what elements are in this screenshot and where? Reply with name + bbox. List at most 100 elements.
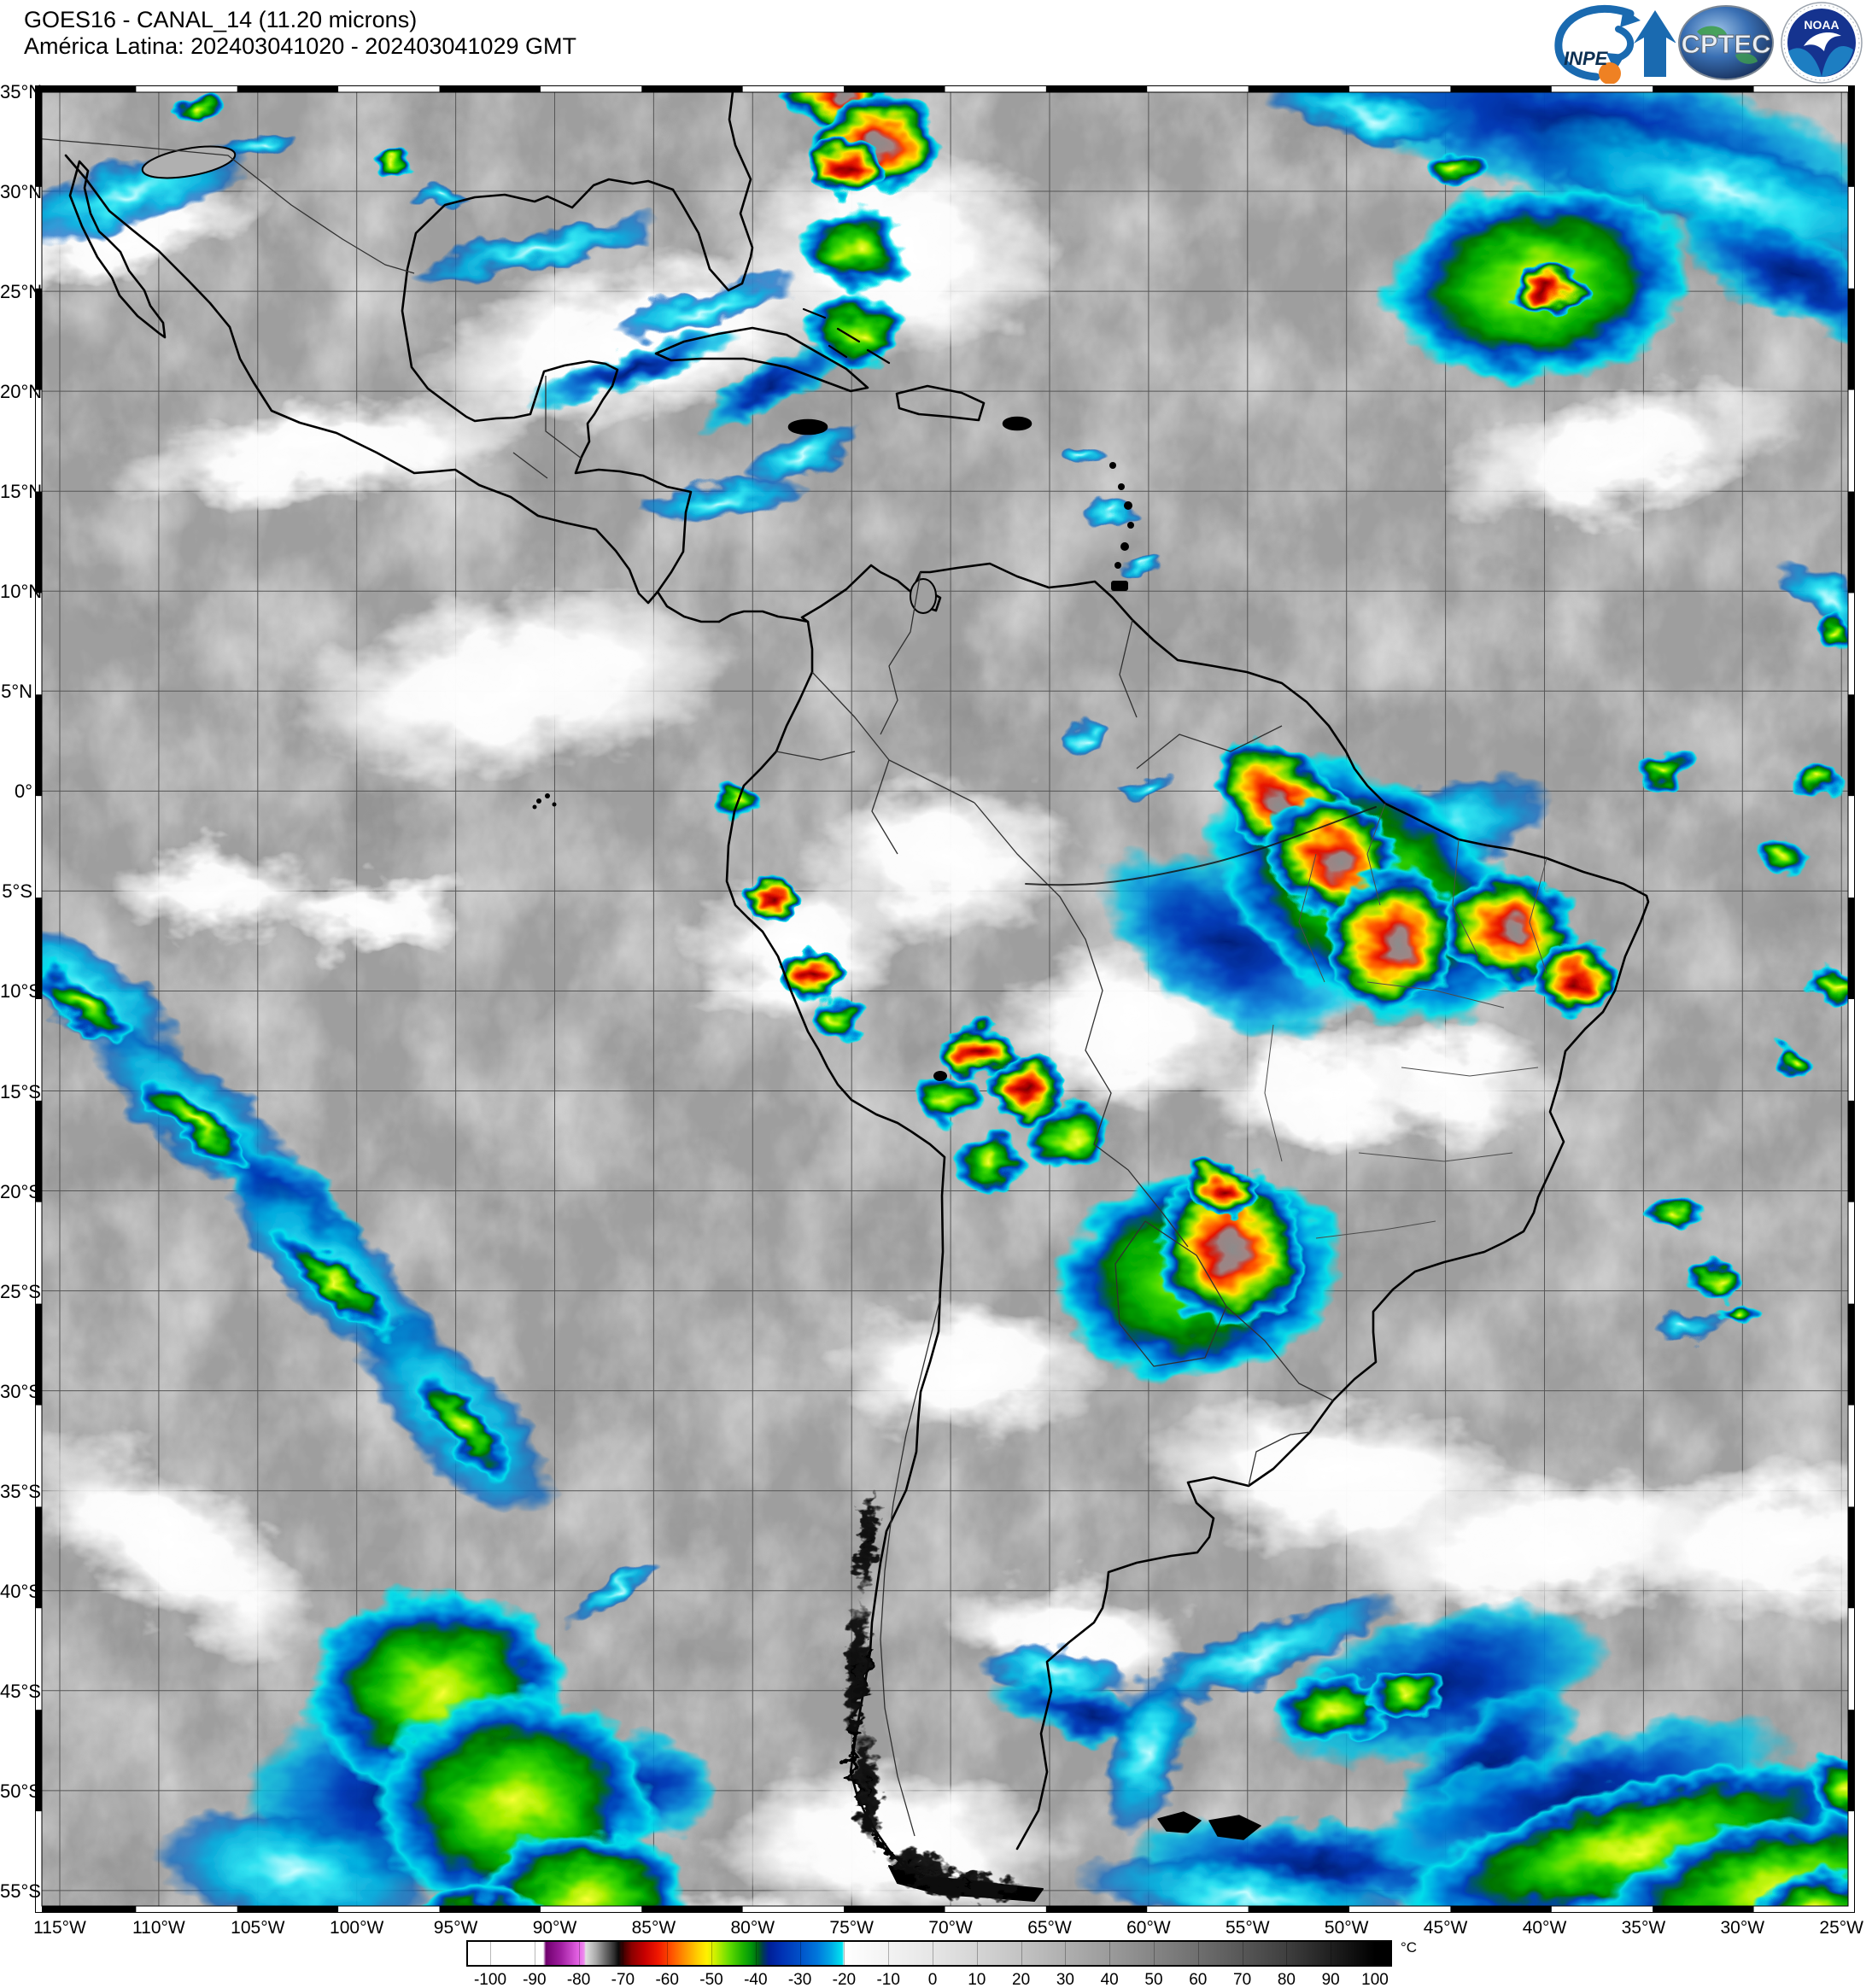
convective-cloud [1743, 1868, 1853, 1911]
lat-label: 35°N [0, 81, 43, 102]
colorbar-tick-label: 40 [1100, 1971, 1119, 1988]
terrain-black-patch [845, 1599, 869, 1740]
lon-label: 75°W [829, 1918, 874, 1938]
lon-label: 55°W [1226, 1918, 1270, 1938]
lake-titicaca [933, 1071, 947, 1081]
cyan-cloud-band [1082, 501, 1137, 523]
border-colombia-peru-brazil [775, 671, 975, 855]
lon-label: 85°W [631, 1918, 676, 1938]
colorbar-tick-mark [578, 1942, 580, 1965]
border-argentina-chile [880, 1297, 941, 1837]
lat-label: 25°S [0, 1280, 41, 1302]
cyan-cloud-band [1075, 1854, 1424, 1911]
cyan-cloud-band [569, 1561, 663, 1619]
convective-cloud [1359, 1665, 1448, 1720]
colorbar-tick-label: 0 [927, 1971, 938, 1988]
lat-label: 5°S [2, 880, 32, 903]
temperature-colorbar [466, 1940, 1392, 1967]
lon-label: 95°W [433, 1918, 478, 1938]
colorbar-tick-mark [1109, 1942, 1111, 1965]
lat-label: 5°N [1, 681, 32, 703]
colorbar-tick-label: -20 [832, 1971, 857, 1988]
colorbar-tick-label: 70 [1233, 1971, 1252, 1988]
lon-label: 70°W [928, 1918, 973, 1938]
lon-label: 50°W [1324, 1918, 1369, 1938]
colorbar-tick-label: 100 [1361, 1971, 1389, 1988]
convective-cloud [1749, 833, 1809, 879]
lon-label: 80°W [730, 1918, 775, 1938]
convective-cloud [800, 206, 906, 293]
border-colombia-venezuela [880, 571, 921, 735]
cyan-cloud-band [220, 132, 297, 161]
colorbar-tick-label: -100 [473, 1971, 507, 1988]
white-cloud-mass [293, 585, 734, 781]
lat-label: 15°S [0, 1080, 41, 1102]
coastline-hispaniola [895, 384, 986, 422]
white-cloud-mass [37, 180, 260, 295]
lon-label: 105°W [231, 1918, 285, 1938]
lat-label: 45°S [0, 1680, 41, 1702]
title-line-1: GOES16 - CANAL_14 (11.20 microns) [24, 7, 418, 32]
border-paraguay [1114, 1220, 1227, 1367]
white-cloud-mass [103, 845, 325, 939]
lat-label: 30°S [0, 1380, 41, 1402]
coastline-north-central-america [401, 90, 754, 623]
deep-convection-cell [813, 138, 885, 200]
lat-label: 40°S [0, 1580, 41, 1602]
noaa-logo: NOAA [1781, 2, 1863, 84]
lake-maracaibo [910, 578, 937, 614]
lat-label: 25°N [0, 281, 43, 303]
deep-convection-cell [986, 1057, 1067, 1124]
colorbar-tick-mark [1154, 1942, 1155, 1965]
lat-label: 30°N [0, 181, 43, 203]
cyan-cloud-band [1266, 87, 1477, 146]
cyan-cloud-band [601, 278, 801, 341]
map-neatline-frame [35, 85, 1855, 1913]
lat-label: 0° [14, 781, 32, 803]
coastline-baja-california [68, 160, 167, 339]
cyan-cloud-band [1117, 1597, 1399, 1711]
coastline-jamaica [787, 418, 828, 436]
border-mexico-guatemala [512, 376, 582, 479]
convective-cloud [1032, 1106, 1109, 1169]
cyan-cloud-band [1062, 720, 1106, 752]
lon-label: 90°W [532, 1918, 577, 1938]
cyan-cloud-band [743, 424, 864, 484]
colorbar-tick-label: 90 [1321, 1971, 1340, 1988]
convective-cloud [1396, 1762, 1853, 1911]
colorbar-tick-label: -30 [787, 1971, 812, 1988]
lon-label: 40°W [1522, 1918, 1567, 1938]
cyan-cloud-band [1117, 557, 1160, 574]
white-cloud-mass [287, 875, 466, 952]
deep-convection-cell [1185, 1160, 1262, 1219]
inpe-arrow-icon [1634, 10, 1676, 77]
lon-label: 25°W [1819, 1918, 1863, 1938]
convective-cloud [1635, 751, 1688, 790]
convective-cloud [1804, 966, 1853, 1002]
coastline-cuba [654, 326, 869, 393]
coastlines-layer [64, 90, 1650, 1902]
colorbar-tick-mark [667, 1942, 669, 1965]
convective-cloud [174, 94, 220, 123]
colorbar-tick-label: 10 [968, 1971, 986, 1988]
convective-cloud [808, 290, 905, 371]
lat-label: 50°S [0, 1780, 41, 1802]
colorbar-tick-label: -80 [566, 1971, 591, 1988]
noaa-logo-text: NOAA [1804, 18, 1839, 32]
convective-cloud [1773, 1046, 1819, 1075]
andes-terrain-layer [845, 1488, 1027, 1901]
cyan-cloud-band [1511, 114, 1853, 271]
blue-cloud-band [1354, 1716, 1793, 1874]
colorbar-tick-label: 50 [1144, 1971, 1163, 1988]
convective-cloud [813, 997, 863, 1039]
colorbar-tick-label: -10 [876, 1971, 900, 1988]
deep-convection-cell [1507, 267, 1589, 313]
colorbar-tick-label: -40 [744, 1971, 768, 1988]
white-cloud-mass [1606, 1460, 1853, 1623]
convective-cloud [276, 1226, 395, 1339]
deep-convection-cell [1325, 868, 1460, 1014]
lat-label: 10°N [0, 581, 43, 603]
coastline-puerto-rico [1002, 416, 1033, 431]
title-line-2: América Latina: 202403041020 - 202403041… [24, 33, 576, 59]
